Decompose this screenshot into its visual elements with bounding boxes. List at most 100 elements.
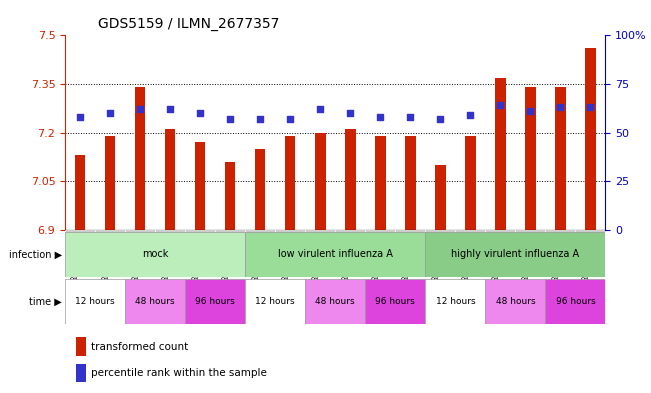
Point — [135, 106, 145, 112]
Point — [435, 116, 445, 122]
Bar — [365, 279, 425, 324]
Bar — [315, 132, 326, 230]
Text: GSM1350015: GSM1350015 — [281, 231, 290, 282]
Text: 96 hours: 96 hours — [195, 297, 235, 306]
Text: GSM1350022: GSM1350022 — [311, 231, 320, 282]
Text: highly virulent influenza A: highly virulent influenza A — [451, 250, 579, 259]
Bar — [486, 279, 546, 324]
Bar — [546, 279, 605, 324]
Text: infection ▶: infection ▶ — [8, 250, 62, 259]
Bar — [365, 230, 395, 254]
Text: GSM1350017: GSM1350017 — [432, 231, 440, 282]
Bar — [215, 230, 245, 254]
Text: GSM1350013: GSM1350013 — [251, 231, 260, 282]
Text: time ▶: time ▶ — [29, 297, 62, 307]
Bar — [425, 230, 455, 254]
Bar — [245, 232, 425, 277]
Point — [495, 102, 506, 108]
Text: GSM1350020: GSM1350020 — [131, 231, 140, 282]
Bar — [65, 232, 245, 277]
Text: 48 hours: 48 hours — [135, 297, 175, 306]
Text: GSM1350009: GSM1350009 — [71, 231, 80, 283]
Bar — [185, 279, 245, 324]
Text: GSM1350021: GSM1350021 — [161, 231, 170, 282]
Bar — [486, 230, 516, 254]
Bar — [375, 136, 385, 230]
Bar — [75, 155, 85, 230]
Text: 96 hours: 96 hours — [555, 297, 595, 306]
Bar — [285, 136, 296, 230]
Point — [375, 114, 385, 120]
Text: GDS5159 / ILMN_2677357: GDS5159 / ILMN_2677357 — [98, 17, 279, 31]
Bar — [245, 230, 275, 254]
Point — [405, 114, 415, 120]
Bar — [275, 230, 305, 254]
Text: 12 hours: 12 hours — [76, 297, 115, 306]
Text: 12 hours: 12 hours — [255, 297, 295, 306]
Point — [105, 110, 115, 116]
Point — [465, 112, 475, 118]
Bar — [575, 230, 605, 254]
Text: GSM1349996: GSM1349996 — [191, 231, 201, 283]
Text: 48 hours: 48 hours — [316, 297, 355, 306]
Bar — [245, 279, 305, 324]
Point — [225, 116, 236, 122]
Bar — [525, 87, 536, 230]
Text: GSM1350000: GSM1350000 — [221, 231, 230, 283]
Bar — [425, 232, 605, 277]
Point — [285, 116, 296, 122]
Bar — [546, 230, 575, 254]
Text: 96 hours: 96 hours — [376, 297, 415, 306]
Text: GSM1350023: GSM1350023 — [341, 231, 350, 282]
Bar — [225, 162, 236, 230]
Bar — [65, 279, 125, 324]
Text: 12 hours: 12 hours — [436, 297, 475, 306]
Bar — [105, 136, 115, 230]
Text: GSM1350019: GSM1350019 — [462, 231, 470, 282]
Text: GSM1350024: GSM1350024 — [492, 231, 501, 282]
Bar — [405, 136, 415, 230]
Point — [345, 110, 355, 116]
Bar — [135, 87, 145, 230]
Text: low virulent influenza A: low virulent influenza A — [278, 250, 393, 259]
Bar — [305, 230, 335, 254]
Bar — [125, 279, 185, 324]
Text: GSM1350005: GSM1350005 — [551, 231, 561, 283]
Text: GSM1350025: GSM1350025 — [521, 231, 531, 282]
Text: GSM1350007: GSM1350007 — [581, 231, 590, 283]
Text: 48 hours: 48 hours — [495, 297, 535, 306]
Bar — [165, 129, 175, 230]
Bar — [76, 364, 86, 382]
Point — [255, 116, 266, 122]
Bar — [125, 230, 155, 254]
Point — [195, 110, 206, 116]
Bar — [516, 230, 546, 254]
Bar — [195, 142, 206, 230]
Text: transformed count: transformed count — [91, 342, 188, 352]
Bar — [76, 337, 86, 356]
Text: GSM1350003: GSM1350003 — [401, 231, 410, 283]
Bar — [95, 230, 125, 254]
Text: GSM1350002: GSM1350002 — [371, 231, 380, 282]
Bar — [465, 136, 476, 230]
Bar — [425, 279, 486, 324]
Bar — [435, 165, 445, 230]
Text: percentile rank within the sample: percentile rank within the sample — [91, 369, 267, 378]
Bar — [555, 87, 566, 230]
Text: mock: mock — [142, 250, 169, 259]
Bar — [495, 77, 506, 230]
Point — [75, 114, 85, 120]
Point — [555, 104, 566, 110]
Point — [585, 104, 596, 110]
Point — [165, 106, 175, 112]
Point — [315, 106, 326, 112]
Bar — [455, 230, 486, 254]
Point — [525, 108, 536, 114]
Bar — [345, 129, 355, 230]
Bar — [155, 230, 185, 254]
Bar — [65, 230, 95, 254]
Bar — [395, 230, 425, 254]
Text: GSM1350011: GSM1350011 — [101, 231, 110, 282]
Bar — [305, 279, 365, 324]
Bar — [585, 48, 596, 230]
